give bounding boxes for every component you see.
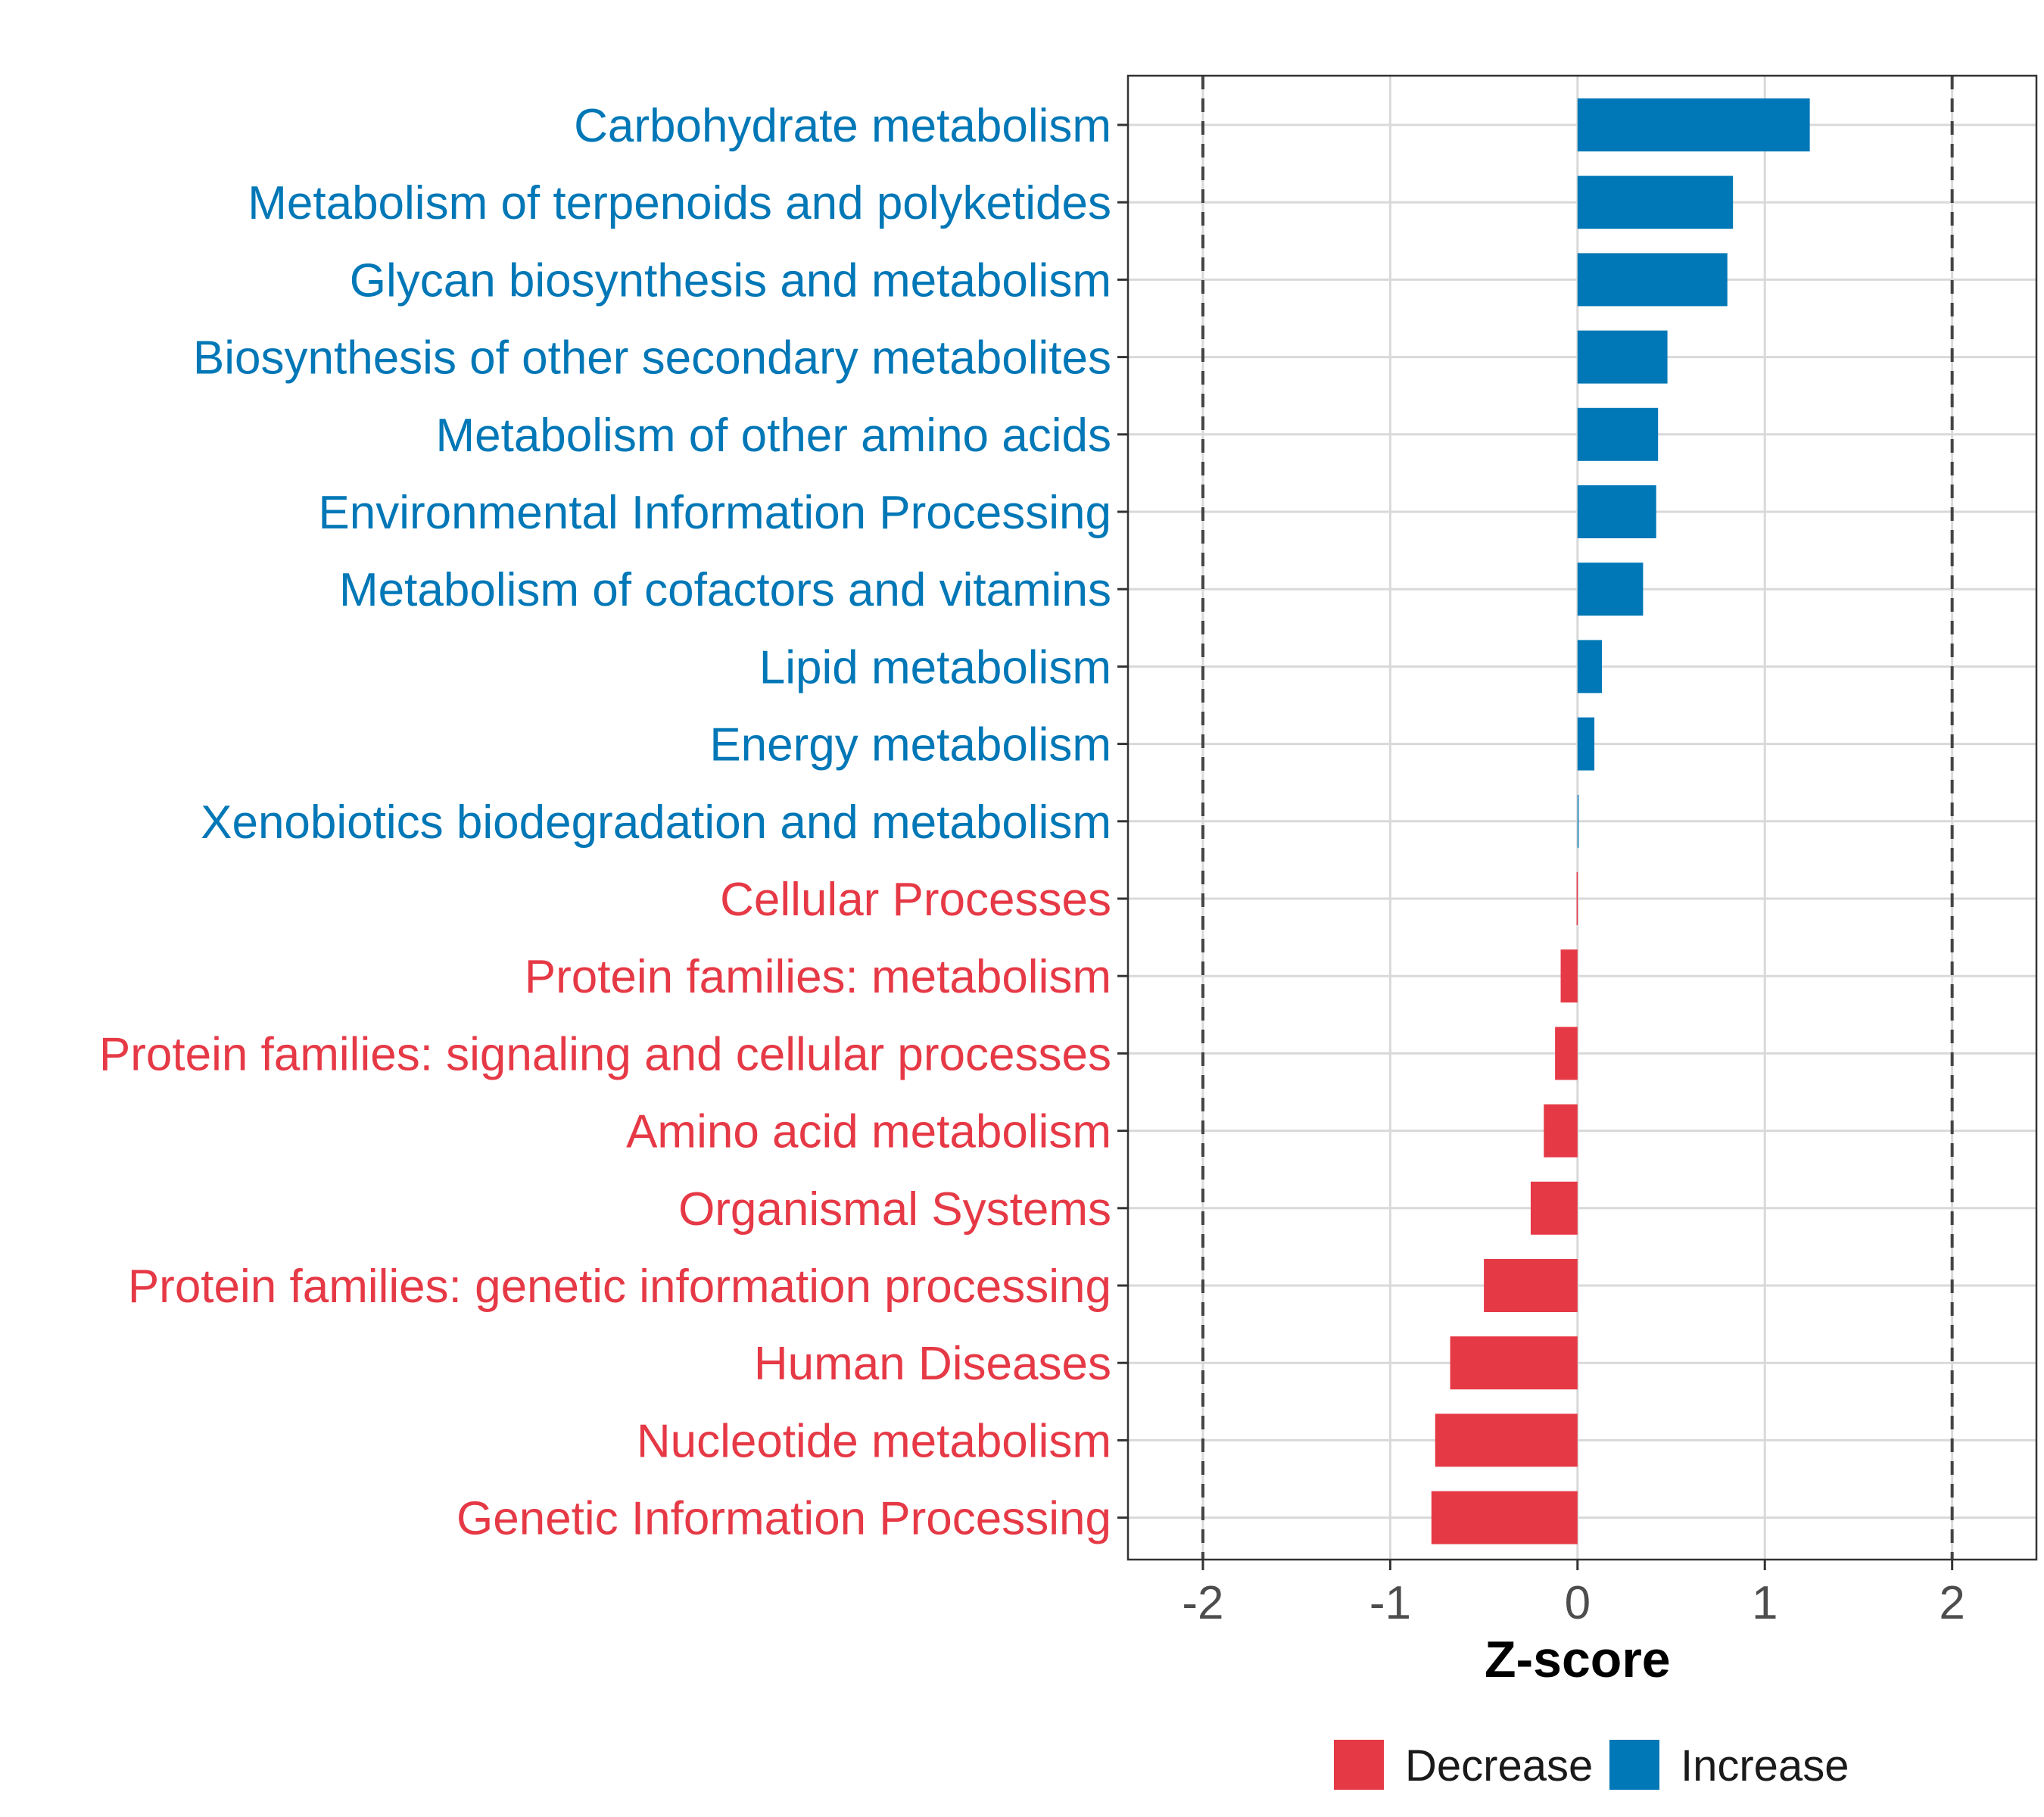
- plot-panel-border: [1126, 74, 2038, 1561]
- reference-lines: [1201, 76, 1954, 1560]
- bar-xenobiotics-biodegradation-and-metabolism: [1577, 794, 1579, 848]
- bar-glycan-biosynthesis-and-metabolism: [1577, 253, 1728, 307]
- bar-biosynthesis-of-other-secondary-metabolites: [1577, 330, 1668, 384]
- bar-metabolism-of-terpenoids-and-polyketides: [1577, 176, 1734, 229]
- category-label: Carbohydrate metabolism: [574, 100, 1111, 152]
- x-tick-label: 1: [1752, 1577, 1778, 1629]
- x-axis-title: Z-score: [1485, 1631, 1671, 1688]
- legend-swatch-decrease: [1334, 1740, 1384, 1790]
- bar-protein-families-metabolism: [1560, 949, 1578, 1003]
- legend-label-decrease: Decrease: [1405, 1741, 1593, 1791]
- bar-organismal-systems: [1530, 1181, 1578, 1235]
- legend-label-increase: Increase: [1681, 1741, 1849, 1791]
- category-label: Glycan biosynthesis and metabolism: [350, 254, 1111, 307]
- x-axis-ticks: -2 -1 0 1 2: [1182, 1560, 1965, 1629]
- y-axis-ticks: [1117, 123, 1128, 1519]
- category-label: Nucleotide metabolism: [637, 1415, 1111, 1467]
- legend: Decrease Increase: [1334, 1740, 1849, 1791]
- bar-genetic-information-processing: [1431, 1491, 1578, 1544]
- bar-cellular-processes: [1576, 872, 1578, 925]
- bar-human-diseases: [1450, 1336, 1578, 1390]
- bar-lipid-metabolism: [1577, 640, 1602, 693]
- category-label: Organismal Systems: [678, 1183, 1111, 1236]
- bar-protein-families-signaling-and-cellular-processes: [1555, 1027, 1578, 1080]
- x-tick-label: -2: [1182, 1577, 1223, 1629]
- x-tick-label: -1: [1369, 1577, 1411, 1629]
- bar-metabolism-of-cofactors-and-vitamins: [1577, 563, 1644, 616]
- bar-nucleotide-metabolism: [1435, 1413, 1578, 1467]
- category-label: Amino acid metabolism: [626, 1106, 1111, 1158]
- bar-carbohydrate-metabolism: [1577, 98, 1810, 151]
- category-label: Metabolism of other amino acids: [435, 410, 1111, 462]
- x-tick-label: 2: [1939, 1577, 1965, 1629]
- category-label: Protein families: metabolism: [525, 951, 1111, 1003]
- category-label: Environmental Information Processing: [318, 487, 1111, 539]
- category-label: Biosynthesis of other secondary metaboli…: [193, 332, 1111, 385]
- legend-swatch-increase: [1609, 1740, 1659, 1790]
- category-labels: Carbohydrate metabolism Metabolism of ter…: [99, 100, 1111, 1545]
- bar-protein-families-genetic-information-processing: [1484, 1259, 1578, 1312]
- bar-environmental-information-processing: [1577, 485, 1656, 538]
- category-label: Xenobiotics biodegradation and metabolis…: [201, 796, 1111, 849]
- x-tick-label: 0: [1565, 1577, 1591, 1629]
- category-label: Protein families: genetic information pr…: [128, 1261, 1111, 1313]
- bar-energy-metabolism: [1577, 717, 1595, 771]
- category-label: Energy metabolism: [709, 719, 1111, 771]
- category-label: Human Diseases: [754, 1338, 1111, 1390]
- bars: [1431, 98, 1810, 1544]
- category-label: Protein families: signaling and cellular…: [99, 1028, 1111, 1080]
- category-label: Cellular Processes: [720, 874, 1111, 926]
- category-label: Lipid metabolism: [759, 641, 1111, 693]
- category-label: Genetic Information Processing: [456, 1493, 1111, 1545]
- category-label: Metabolism of cofactors and vitamins: [339, 564, 1111, 616]
- bar-metabolism-of-other-amino-acids: [1577, 407, 1659, 461]
- bar-amino-acid-metabolism: [1544, 1104, 1578, 1158]
- category-label: Metabolism of terpenoids and polyketides: [248, 177, 1111, 229]
